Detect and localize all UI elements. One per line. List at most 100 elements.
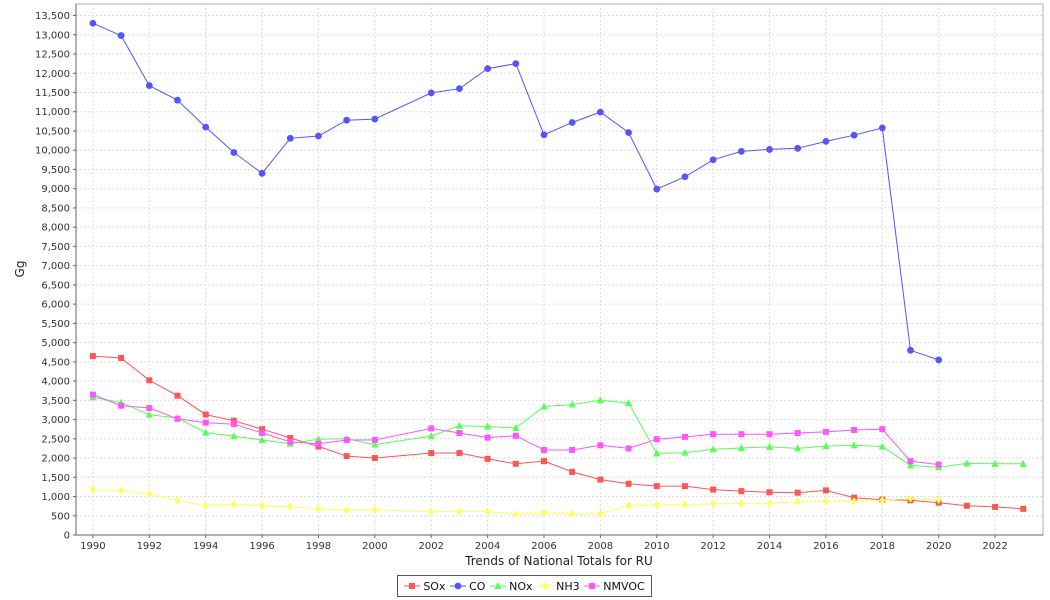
plot-area-background — [75, 3, 1044, 536]
data-point-nox — [314, 435, 322, 443]
data-point-co — [286, 134, 294, 142]
legend-swatch-sox — [404, 583, 421, 589]
series-line-nh3 — [92, 489, 939, 515]
data-point-nox — [737, 444, 745, 452]
chart-legend: SOx CO NOx NH3 NMVOC — [397, 575, 652, 597]
y-tick-label: 10,500 — [35, 126, 70, 137]
data-point-sox — [118, 355, 125, 361]
data-point-co — [343, 116, 351, 124]
data-point-sox — [597, 476, 604, 483]
data-point-nox — [512, 424, 520, 432]
data-point-co — [202, 123, 210, 131]
data-point-co — [145, 82, 153, 89]
data-point-co — [512, 60, 520, 68]
data-point-sox — [287, 435, 294, 442]
y-tick-label: 4,500 — [41, 357, 70, 368]
y-tick-label: 11,000 — [35, 107, 70, 118]
data-point-nmvoc — [315, 440, 322, 447]
data-point-nmvoc — [371, 436, 378, 443]
data-point-sox — [766, 489, 773, 496]
y-tick-label: 7,500 — [41, 242, 70, 253]
data-point-sox — [512, 460, 519, 467]
x-tick-label: 2012 — [700, 541, 725, 552]
data-point-co — [625, 129, 632, 136]
data-point-nox — [794, 444, 802, 452]
data-point-nox — [258, 435, 266, 443]
y-tick-label: 500 — [51, 511, 70, 522]
series-co — [89, 19, 943, 364]
data-point-nmvoc — [766, 431, 773, 438]
series-line-nmvoc — [92, 394, 939, 466]
data-point-nox — [568, 400, 576, 408]
data-point-nh3 — [851, 497, 858, 506]
data-point-nh3 — [456, 507, 463, 516]
data-point-co — [456, 85, 463, 93]
y-tick-label: 8,000 — [41, 223, 70, 234]
data-point-nmvoc — [597, 442, 604, 449]
data-point-nh3 — [625, 501, 632, 510]
legend-label-nmvoc: NMVOC — [603, 579, 645, 593]
data-point-nox — [145, 410, 153, 418]
data-point-nh3 — [202, 501, 209, 510]
data-point-co — [484, 65, 492, 73]
data-point-sox — [681, 483, 688, 490]
x-axis-title: Trends of National Totals for RU — [464, 554, 653, 568]
data-point-nh3 — [822, 497, 829, 506]
data-point-co — [737, 147, 745, 155]
data-point-sox — [484, 455, 491, 462]
data-point-nmvoc — [540, 446, 547, 453]
x-tick-label: 1990 — [80, 541, 105, 552]
data-point-nmvoc — [484, 434, 491, 441]
data-point-nh3 — [146, 489, 153, 498]
data-point-nmvoc — [879, 426, 886, 433]
data-point-sox — [653, 483, 660, 490]
legend-item-sox: SOx — [404, 580, 445, 593]
data-point-co — [681, 173, 689, 181]
data-point-nmvoc — [935, 461, 942, 468]
y-tick-label: 1,000 — [41, 492, 70, 503]
data-point-co — [822, 137, 830, 145]
x-tick-label: 2004 — [475, 541, 500, 552]
data-point-nmvoc — [738, 431, 745, 438]
data-point-nmvoc — [202, 419, 209, 426]
data-point-nox — [653, 449, 661, 457]
data-point-sox — [230, 417, 237, 424]
data-point-nmvoc — [907, 458, 914, 465]
series-nh3 — [89, 485, 942, 519]
data-point-nh3 — [597, 509, 604, 518]
data-point-co — [935, 356, 943, 364]
data-point-sox — [1020, 505, 1027, 512]
data-point-nh3 — [540, 508, 547, 517]
data-point-nox — [625, 399, 633, 407]
y-tick-label: 12,500 — [35, 50, 70, 61]
x-tick-label: 2000 — [362, 541, 387, 552]
data-point-nmvoc — [710, 431, 717, 438]
data-point-nmvoc — [259, 430, 266, 437]
x-tick-label: 1998 — [306, 541, 331, 552]
x-tick-label: 2010 — [644, 541, 669, 552]
data-point-nh3 — [428, 507, 435, 516]
data-point-sox — [822, 487, 829, 494]
data-point-nh3 — [569, 509, 576, 518]
data-point-sox — [146, 377, 153, 384]
data-point-nh3 — [287, 502, 294, 511]
data-point-nmvoc — [456, 430, 463, 437]
data-point-sox — [540, 458, 547, 465]
data-point-nh3 — [710, 499, 717, 508]
data-point-nh3 — [343, 505, 350, 514]
data-point-nh3 — [174, 496, 181, 505]
data-point-nmvoc — [625, 445, 632, 452]
y-tick-label: 3,000 — [41, 415, 70, 426]
data-point-sox — [456, 450, 463, 457]
data-point-nox — [681, 448, 689, 456]
data-point-nmvoc — [512, 432, 519, 439]
data-point-nh3 — [484, 507, 491, 516]
data-point-nmvoc — [681, 433, 688, 440]
y-tick-label: 8,500 — [41, 203, 70, 214]
x-tick-label: 2002 — [418, 541, 443, 552]
data-point-nmvoc — [428, 425, 435, 432]
data-point-co — [596, 108, 604, 116]
data-point-co — [794, 144, 802, 152]
data-point-nh3 — [766, 499, 773, 508]
legend-item-nh3: NH3 — [537, 580, 580, 593]
